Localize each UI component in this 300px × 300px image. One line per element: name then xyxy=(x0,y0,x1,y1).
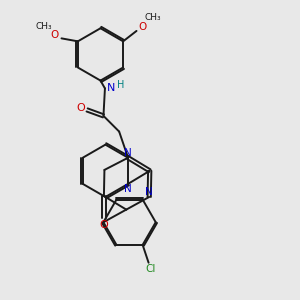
Text: O: O xyxy=(51,30,59,40)
Text: H: H xyxy=(117,80,124,90)
Text: N: N xyxy=(145,187,153,196)
Text: Cl: Cl xyxy=(145,264,155,274)
Text: O: O xyxy=(138,22,147,32)
Text: CH₃: CH₃ xyxy=(35,22,52,31)
Text: N: N xyxy=(107,82,116,92)
Text: N: N xyxy=(124,148,132,158)
Text: CH₃: CH₃ xyxy=(145,13,161,22)
Text: O: O xyxy=(100,220,108,230)
Text: N: N xyxy=(124,184,132,194)
Text: O: O xyxy=(77,103,85,113)
